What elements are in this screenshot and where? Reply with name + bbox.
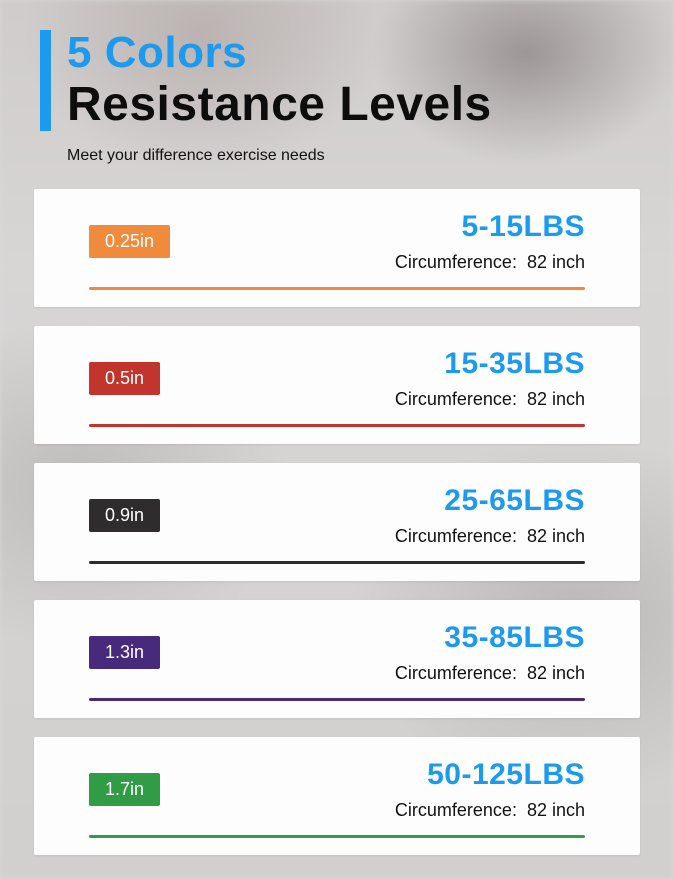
page-title: Resistance Levels: [67, 78, 492, 132]
circumference-label: Circumference:: [394, 525, 517, 546]
band-card-red: 0.5in 15-35LBS Circumference: 82 inch: [34, 325, 640, 444]
circumference-row: Circumference: 82 inch: [395, 389, 585, 410]
circumference-value: 82 inch: [526, 662, 585, 683]
circumference-label: Circumference:: [394, 799, 517, 820]
weight-range: 50-125LBS: [427, 757, 585, 791]
thickness-badge: 0.9in: [89, 498, 161, 532]
band-card-orange: 0.25in 5-15LBS Circumference: 82 inch: [34, 188, 640, 307]
title-colors: 5 Colors: [67, 28, 248, 77]
weight-range: 5-15LBS: [461, 209, 585, 243]
thickness-badge: 0.5in: [89, 361, 161, 395]
circumference-row: Circumference: 82 inch: [395, 663, 585, 684]
band-color-line: [89, 697, 585, 701]
band-color-line: [89, 834, 585, 838]
weight-range: 15-35LBS: [444, 346, 585, 380]
circumference-value: 82 inch: [526, 251, 585, 272]
band-color-line: [89, 286, 585, 290]
band-card-black: 0.9in 25-65LBS Circumference: 82 inch: [34, 462, 640, 581]
circumference-label: Circumference:: [394, 662, 517, 683]
circumference-label: Circumference:: [394, 251, 517, 272]
thickness-badge: 1.3in: [89, 635, 161, 669]
thickness-badge: 0.25in: [89, 224, 171, 258]
circumference-row: Circumference: 82 inch: [395, 252, 585, 273]
header: 5 Colors Resistance Levels Meet your dif…: [0, 0, 674, 165]
weight-range: 35-85LBS: [444, 620, 585, 654]
accent-bar: [40, 30, 51, 131]
circumference-row: Circumference: 82 inch: [395, 800, 585, 821]
circumference-value: 82 inch: [526, 799, 585, 820]
subtitle: Meet your difference exercise needs: [67, 146, 325, 164]
band-card-green: 1.7in 50-125LBS Circumference: 82 inch: [34, 736, 640, 855]
circumference-value: 82 inch: [526, 388, 585, 409]
band-color-line: [89, 423, 585, 427]
circumference-label: Circumference:: [394, 388, 517, 409]
band-color-line: [89, 560, 585, 564]
circumference-row: Circumference: 82 inch: [395, 526, 585, 547]
weight-range: 25-65LBS: [444, 483, 585, 517]
thickness-badge: 1.7in: [89, 772, 161, 806]
circumference-value: 82 inch: [526, 525, 585, 546]
band-cards: 0.25in 5-15LBS Circumference: 82 inch 0.5…: [0, 188, 674, 855]
band-card-purple: 1.3in 35-85LBS Circumference: 82 inch: [34, 599, 640, 718]
